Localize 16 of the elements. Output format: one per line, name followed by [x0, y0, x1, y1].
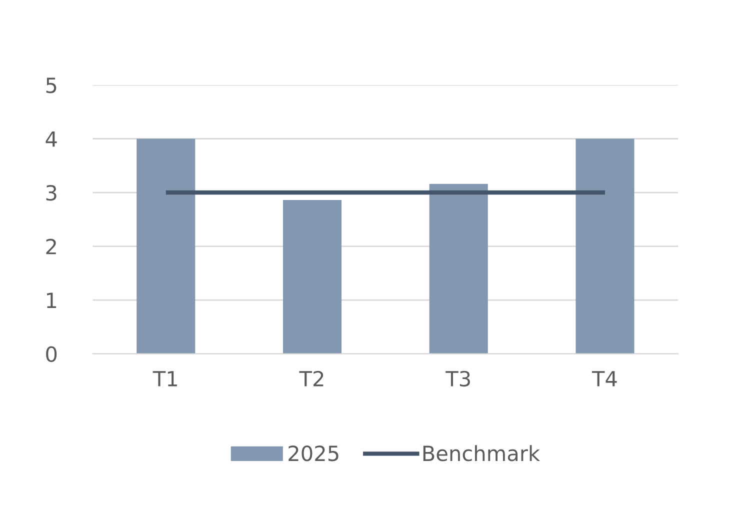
- legend-label: Benchmark: [423, 445, 540, 462]
- y-tick-label: 4: [46, 131, 57, 147]
- y-tick-label: 3: [46, 184, 56, 201]
- bar: [429, 184, 488, 354]
- x-tick-label: T3: [446, 370, 470, 387]
- x-tick-label: T2: [299, 370, 324, 386]
- bar: [576, 138, 634, 354]
- y-tick-label: 2: [46, 238, 56, 254]
- y-tick-label: 1: [47, 292, 56, 308]
- x-tick-label: T4: [592, 371, 617, 386]
- bar: [136, 138, 196, 354]
- y-tick-label: 0: [46, 346, 57, 362]
- legend-label: 2025: [288, 445, 338, 462]
- bar: [282, 200, 342, 354]
- x-tick-label: T1: [152, 371, 177, 386]
- y-tick-label: 5: [46, 78, 56, 94]
